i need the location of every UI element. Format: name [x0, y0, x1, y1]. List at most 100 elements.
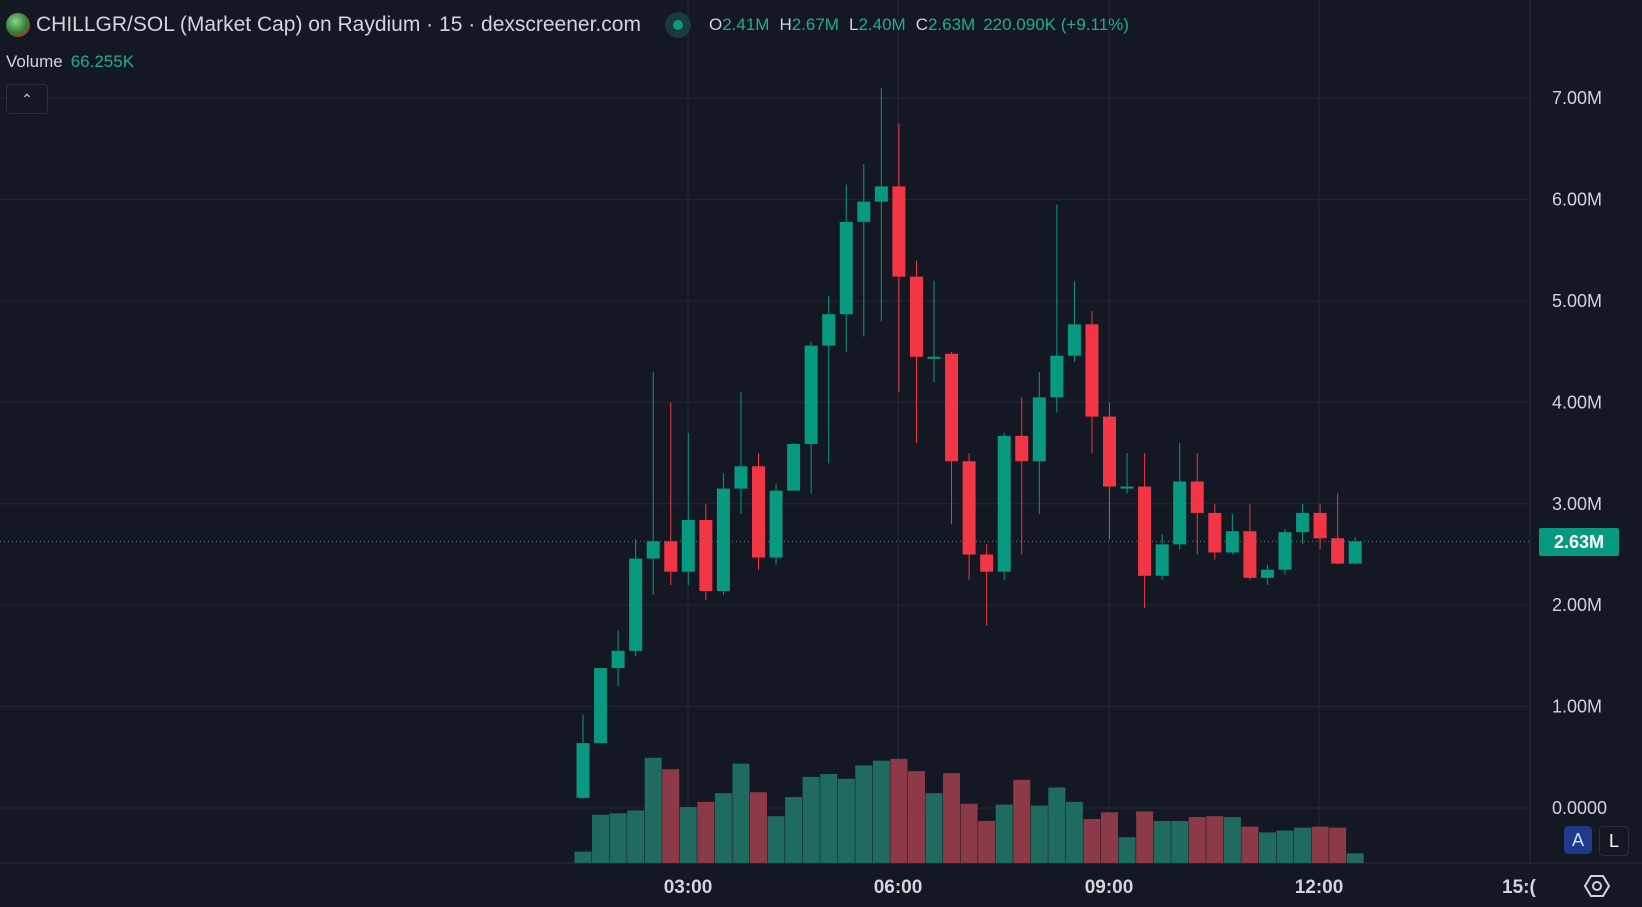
candle-body — [857, 201, 871, 222]
candle-body — [1348, 541, 1362, 564]
volume-bar — [978, 820, 996, 863]
volume-bar — [1188, 817, 1206, 863]
candle-body — [1103, 416, 1116, 487]
volume-bar — [1101, 812, 1118, 863]
price-tick-label: 0.0000 — [1552, 798, 1607, 818]
candle-body — [646, 541, 660, 559]
candle-body — [1296, 512, 1310, 533]
candle-body — [734, 466, 748, 489]
candle-body — [1032, 397, 1046, 462]
volume-bar — [574, 851, 592, 863]
candle-body — [1190, 481, 1204, 513]
volume-bar — [767, 816, 785, 863]
volume-bar — [802, 776, 820, 863]
volume-bar — [1048, 787, 1066, 863]
gear-icon[interactable] — [1584, 873, 1610, 899]
volume-bar — [732, 763, 750, 863]
volume-bar — [1065, 801, 1083, 863]
candle-body — [1138, 486, 1152, 576]
token-logo — [6, 13, 30, 37]
volume-bar — [943, 773, 961, 863]
price-tick-label: 3.00M — [1552, 494, 1602, 514]
candle-body — [804, 345, 818, 444]
candle-body — [1015, 435, 1029, 462]
volume-bar — [1258, 832, 1276, 863]
volume-bar — [1013, 779, 1031, 863]
time-tick-label: 09:00 — [1085, 877, 1134, 898]
candle-body — [629, 558, 643, 651]
time-tick-label: 06:00 — [874, 877, 923, 898]
chart-title: CHILLGR/SOL (Market Cap) on Raydium · 15… — [36, 13, 641, 36]
candle-body — [909, 276, 923, 357]
price-change: 220.090K (+9.11%) — [983, 15, 1129, 34]
volume-bar — [1346, 853, 1364, 863]
volume-bar — [1171, 820, 1189, 863]
candle-body — [1208, 512, 1222, 553]
volume-bar — [960, 803, 978, 863]
chevron-up-icon: ⌃ — [21, 90, 33, 107]
candle-body — [822, 314, 836, 346]
volume-bar — [679, 807, 697, 863]
candle-body — [1085, 324, 1099, 417]
price-tick-label: 2.00M — [1552, 595, 1602, 615]
candle-body — [681, 520, 695, 572]
candle-body — [874, 186, 888, 202]
candle-body — [1120, 486, 1134, 489]
volume-bar — [872, 760, 890, 863]
market-open-dot-icon — [664, 12, 691, 38]
price-tick-label: 5.00M — [1552, 291, 1602, 311]
candle-body — [839, 221, 853, 315]
candle-body — [752, 466, 765, 558]
volume-bar — [1083, 818, 1101, 863]
candle-body — [1278, 532, 1292, 570]
candle-body — [1067, 324, 1081, 356]
candle-body — [945, 353, 959, 462]
candle-body — [1313, 512, 1327, 539]
time-tick-label: 15:( — [1502, 877, 1536, 898]
candle-body — [1173, 481, 1187, 545]
volume-bar — [1294, 827, 1312, 863]
price-tick-label: 1.00M — [1552, 697, 1602, 717]
candle-body — [1050, 355, 1064, 398]
ohlc-readout: O 2.41M H 2.67M L 2.40M C 2.63M 220.090K (+9… — [708, 15, 1129, 34]
candle-body — [980, 554, 994, 572]
candle-body — [1331, 538, 1345, 564]
volume-bar — [662, 769, 680, 863]
candle-body — [1155, 544, 1169, 576]
price-tick-label: 7.00M — [1552, 88, 1602, 108]
volume-bar — [750, 792, 767, 863]
volume-bar — [925, 793, 943, 863]
candle-body — [927, 356, 941, 359]
collapse-legend-button[interactable]: ⌃ — [6, 84, 48, 114]
volume-bar — [837, 778, 855, 863]
candle-body — [962, 461, 976, 555]
candle-body — [1225, 531, 1239, 553]
volume-bar — [1329, 827, 1347, 863]
auto-scale-button[interactable]: A — [1564, 826, 1592, 854]
volume-bar — [995, 804, 1013, 863]
time-tick-label: 12:00 — [1295, 877, 1344, 898]
candle-body — [892, 186, 906, 277]
volume-bar — [627, 810, 645, 863]
volume-bar — [1223, 817, 1241, 863]
volume-legend: Volume 66.255K — [6, 52, 135, 71]
candle-body — [787, 443, 801, 491]
volume-bar — [644, 757, 662, 863]
candle-body — [576, 743, 590, 798]
current-price-label: 2.63M — [1539, 528, 1619, 556]
volume-bar — [855, 765, 873, 863]
volume-bar — [1030, 805, 1048, 863]
candle-body — [716, 488, 730, 592]
candle-body — [594, 668, 608, 744]
candle-body — [1243, 531, 1257, 578]
volume-bar — [609, 813, 627, 863]
volume-bar — [820, 774, 838, 863]
volume-bar — [890, 758, 908, 863]
chart-header: CHILLGR/SOL (Market Cap) on Raydium · 15… — [6, 12, 1129, 38]
candle-body — [699, 520, 713, 592]
volume-bar — [1206, 816, 1224, 863]
candle-body — [664, 541, 678, 572]
log-scale-button[interactable]: L — [1599, 826, 1629, 856]
candle-body — [611, 650, 625, 669]
